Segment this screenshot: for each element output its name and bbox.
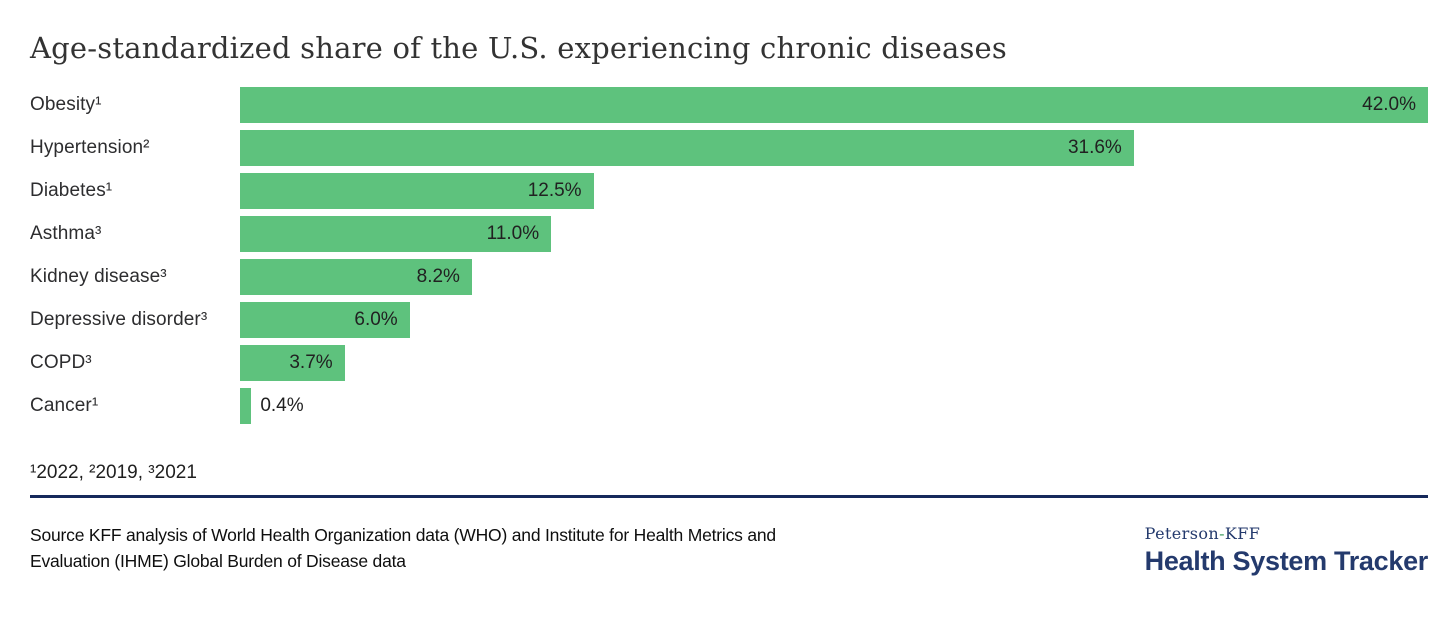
wordmark-label: Health System Tracker [1144,546,1429,576]
value-label: 12.5% [527,180,582,201]
bar-track: 42.0% [240,87,1428,123]
bar-obesity: 42.0% [240,87,1428,123]
bar-cancer: 0.4% [240,388,304,424]
footer: Source KFF analysis of World Health Orga… [30,522,1428,577]
divider-rule [30,495,1428,498]
category-label: COPD³ [30,352,92,373]
kff-label: KFF [1224,524,1261,543]
bar-track: 12.5% [240,173,1428,209]
chart-row-cancer: Cancer¹ 0.4% [30,388,1428,424]
bar-track: 6.0% [240,302,1428,338]
chart-row-diabetes: Diabetes¹ 12.5% [30,173,1428,209]
peterson-kff-label: Peterson-KFF [1145,524,1428,543]
category-label: Hypertension² [30,137,150,158]
chart-row-asthma: Asthma³ 11.0% [30,216,1428,252]
peterson-label: Peterson [1144,524,1220,543]
chart-row-depressive-disorder: Depressive disorder³ 6.0% [30,302,1428,338]
category-label: Obesity¹ [30,94,102,115]
bar-hypertension: 31.6% [240,130,1134,166]
value-label: 3.7% [289,352,333,373]
bar-track: 8.2% [240,259,1428,295]
bar-kidney-disease: 8.2% [240,259,472,295]
chart-title: Age-standardized share of the U.S. exper… [30,31,1007,65]
source-line-1: Source KFF analysis of World Health Orga… [30,525,776,545]
category-label: Depressive disorder³ [30,309,208,330]
bar-diabetes: 12.5% [240,173,594,209]
chart-row-hypertension: Hypertension² 31.6% [30,130,1428,166]
value-label: 6.0% [354,309,398,330]
value-label: 8.2% [416,266,460,287]
brand-dash: - [1219,524,1225,543]
bar-copd: 3.7% [240,345,345,381]
chart-row-copd: COPD³ 3.7% [30,345,1428,381]
source-attribution: Source KFF analysis of World Health Orga… [30,522,776,575]
category-label: Kidney disease³ [30,266,167,287]
chart-row-obesity: Obesity¹ 42.0% [30,87,1428,123]
health-system-tracker-logo: Peterson-KFF Health System Tracker [1144,524,1429,577]
category-label: Asthma³ [30,223,102,244]
bar-track: 3.7% [240,345,1428,381]
source-line-2: Evaluation (IHME) Global Burden of Disea… [30,551,406,572]
value-label: 0.4% [260,395,304,416]
value-label: 42.0% [1362,94,1416,115]
chart-row-kidney-disease: Kidney disease³ 8.2% [30,259,1428,295]
value-label: 11.0% [486,223,540,244]
bar-track: 0.4% [240,388,1428,424]
bar-asthma: 11.0% [240,216,552,252]
category-label: Diabetes¹ [30,180,113,201]
bar-depressive-disorder: 6.0% [240,302,410,338]
value-label: 31.6% [1067,137,1122,158]
bar-track: 11.0% [240,216,1428,252]
bar-chart: Obesity¹ 42.0% Hypertension² 31.6% Diabe… [30,87,1428,424]
category-label: Cancer¹ [30,395,99,416]
footnote-years: ¹2022, ²2019, ³2021 [30,462,197,483]
bar-track: 31.6% [240,130,1428,166]
